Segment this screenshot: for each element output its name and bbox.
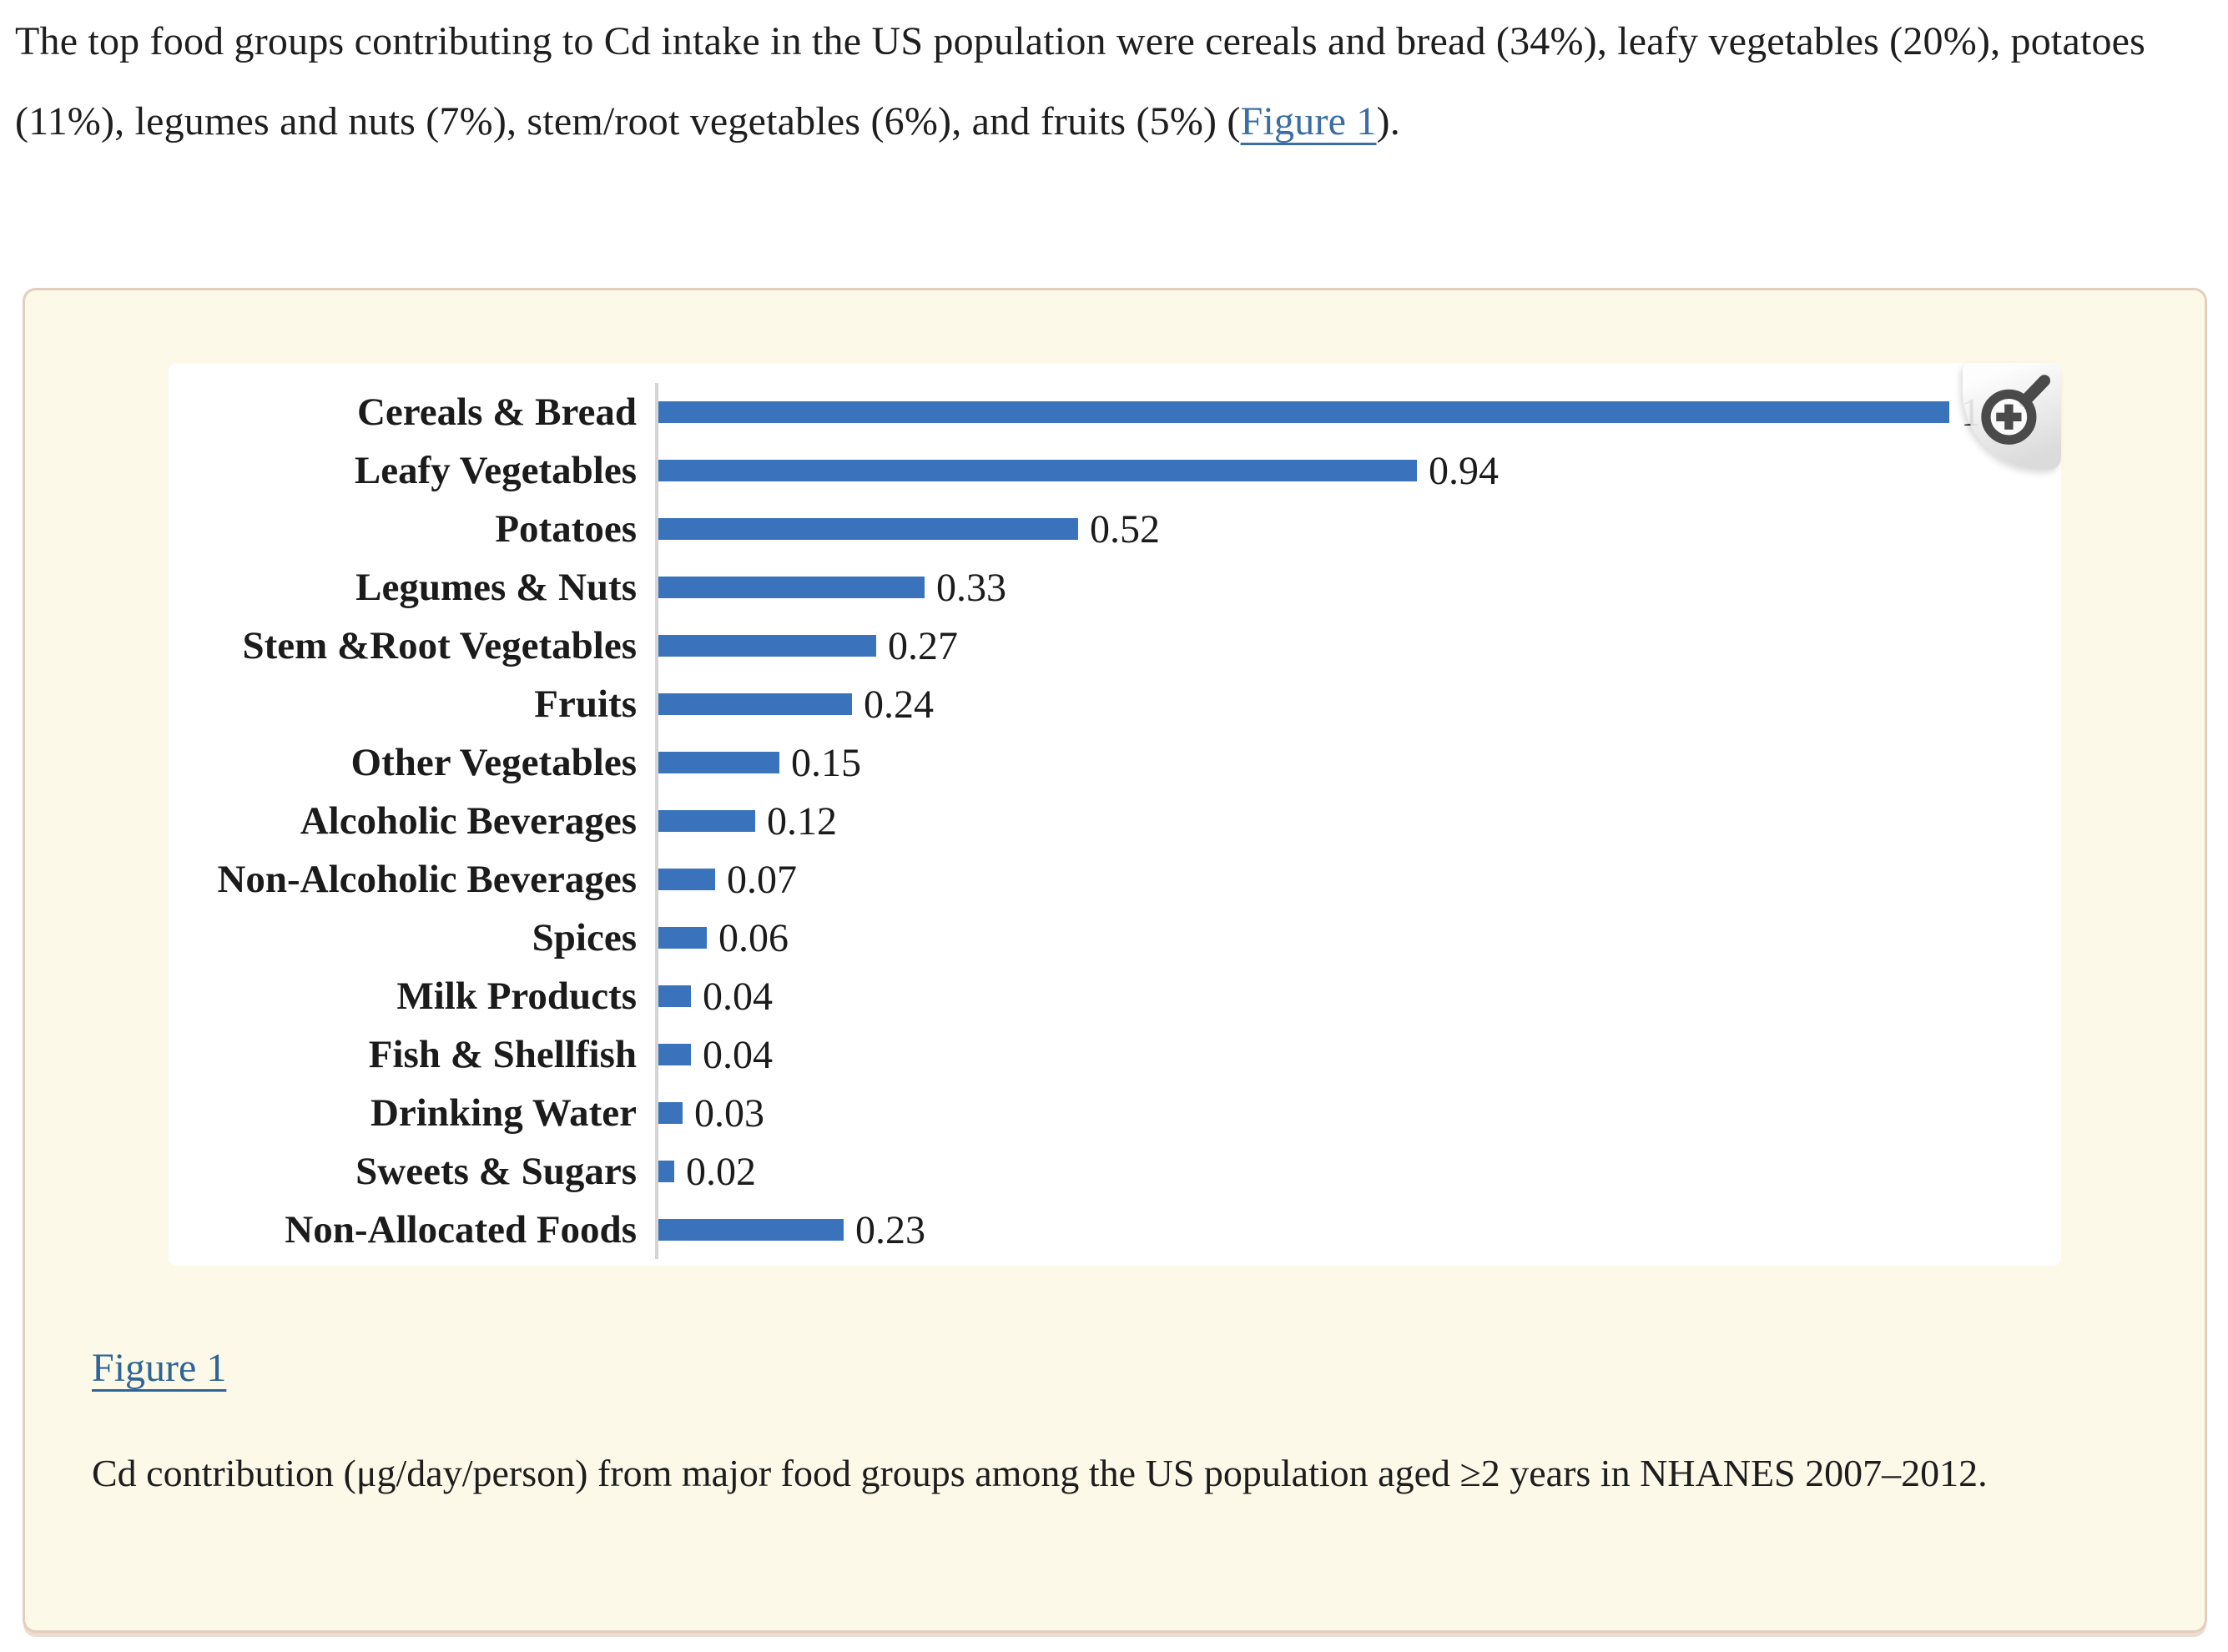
bar-track: 0.06 xyxy=(655,909,2061,967)
figure-1-inline-link[interactable]: Figure 1 xyxy=(1240,99,1377,144)
figure-card: Cereals & Bread 1.6 Leafy Vegetables 0.94 Po… xyxy=(23,288,2207,1633)
category-label: Sweets & Sugars xyxy=(355,1150,637,1193)
chart-row: Cereals & Bread 1.6 xyxy=(169,383,2061,441)
category-label: Milk Products xyxy=(396,975,637,1018)
bar-chart: Cereals & Bread 1.6 Leafy Vegetables 0.94 Po… xyxy=(169,383,2061,1259)
category-label: Leafy Vegetables xyxy=(354,449,637,492)
chart-row: Sweets & Sugars 0.02 xyxy=(169,1142,2061,1201)
figure-thumbnail[interactable]: Cereals & Bread 1.6 Leafy Vegetables 0.94 Po… xyxy=(169,363,2061,1266)
magnifier-plus-icon xyxy=(1981,375,2051,445)
chart-row: Stem &Root Vegetables 0.27 xyxy=(169,617,2061,675)
category-label: Spices xyxy=(532,916,637,959)
chart-row: Fruits 0.24 xyxy=(169,675,2061,733)
chart-row: Spices 0.06 xyxy=(169,909,2061,967)
bar-track: 1.6 xyxy=(655,383,2061,441)
chart-row: Drinking Water 0.03 xyxy=(169,1084,2061,1142)
category-label: Potatoes xyxy=(495,507,637,551)
value-label: 0.33 xyxy=(936,565,1006,610)
value-label: 0.02 xyxy=(686,1149,756,1194)
chart-row: Potatoes 0.52 xyxy=(169,500,2061,558)
value-label: 0.94 xyxy=(1429,448,1499,493)
category-label: Non-Alcoholic Beverages xyxy=(217,858,637,901)
zoom-button[interactable] xyxy=(1963,363,2061,470)
value-label: 0.07 xyxy=(727,857,797,902)
bar xyxy=(658,985,691,1007)
bar-track: 0.52 xyxy=(655,500,2061,558)
bar xyxy=(658,1219,844,1241)
bar xyxy=(658,927,707,949)
category-label: Non-Allocated Foods xyxy=(285,1208,637,1252)
value-label: 0.04 xyxy=(703,1032,773,1077)
category-label: Fish & Shellfish xyxy=(368,1033,637,1076)
chart-row: Other Vegetables 0.15 xyxy=(169,733,2061,792)
bar-track: 0.33 xyxy=(655,558,2061,617)
value-label: 0.04 xyxy=(703,974,773,1019)
category-label: Legumes & Nuts xyxy=(355,566,637,609)
category-label: Drinking Water xyxy=(370,1091,637,1135)
bar xyxy=(658,869,715,890)
chart-row: Legumes & Nuts 0.33 xyxy=(169,558,2061,617)
bar-track: 0.23 xyxy=(655,1201,2061,1259)
bar xyxy=(658,1044,691,1065)
category-label: Fruits xyxy=(534,682,637,726)
bar-track: 0.94 xyxy=(655,441,2061,500)
bar xyxy=(658,518,1078,540)
value-label: 0.24 xyxy=(864,682,934,727)
value-label: 0.06 xyxy=(718,915,789,960)
bar xyxy=(658,635,876,657)
bar-track: 0.12 xyxy=(655,792,2061,850)
bar xyxy=(658,460,1417,481)
bar xyxy=(658,1161,674,1182)
bar xyxy=(658,1102,683,1124)
bar xyxy=(658,401,1949,423)
bar-track: 0.27 xyxy=(655,617,2061,675)
intro-text-before: The top food groups contributing to Cd i… xyxy=(15,19,2146,144)
bar xyxy=(658,693,852,715)
figure-1-caption-link[interactable]: Figure 1 xyxy=(92,1346,227,1390)
bar-track: 0.04 xyxy=(655,1025,2061,1084)
value-label: 0.52 xyxy=(1090,506,1160,552)
intro-paragraph: The top food groups contributing to Cd i… xyxy=(15,2,2193,162)
figure-caption: Cd contribution (μg/day/person) from maj… xyxy=(92,1452,1988,1494)
value-label: 0.03 xyxy=(694,1090,764,1136)
intro-text-after: ). xyxy=(1376,99,1400,144)
bar-track: 0.02 xyxy=(655,1142,2061,1201)
value-label: 0.27 xyxy=(888,623,958,668)
bar xyxy=(658,752,779,773)
chart-row: Milk Products 0.04 xyxy=(169,967,2061,1025)
bar-track: 0.24 xyxy=(655,675,2061,733)
chart-row: Non-Allocated Foods 0.23 xyxy=(169,1201,2061,1259)
bar-track: 0.04 xyxy=(655,967,2061,1025)
category-label: Other Vegetables xyxy=(350,741,637,784)
chart-row: Non-Alcoholic Beverages 0.07 xyxy=(169,850,2061,909)
bar-track: 0.15 xyxy=(655,733,2061,792)
value-label: 0.12 xyxy=(767,798,837,844)
bar xyxy=(658,810,755,832)
category-label: Alcoholic Beverages xyxy=(300,799,637,843)
value-label: 0.15 xyxy=(791,740,861,785)
category-label: Stem &Root Vegetables xyxy=(242,624,637,667)
bar-track: 0.07 xyxy=(655,850,2061,909)
chart-row: Fish & Shellfish 0.04 xyxy=(169,1025,2061,1084)
bar-track: 0.03 xyxy=(655,1084,2061,1142)
bar xyxy=(658,577,925,598)
value-label: 0.23 xyxy=(855,1207,925,1252)
chart-row: Alcoholic Beverages 0.12 xyxy=(169,792,2061,850)
chart-row: Leafy Vegetables 0.94 xyxy=(169,441,2061,500)
category-label: Cereals & Bread xyxy=(356,390,637,434)
